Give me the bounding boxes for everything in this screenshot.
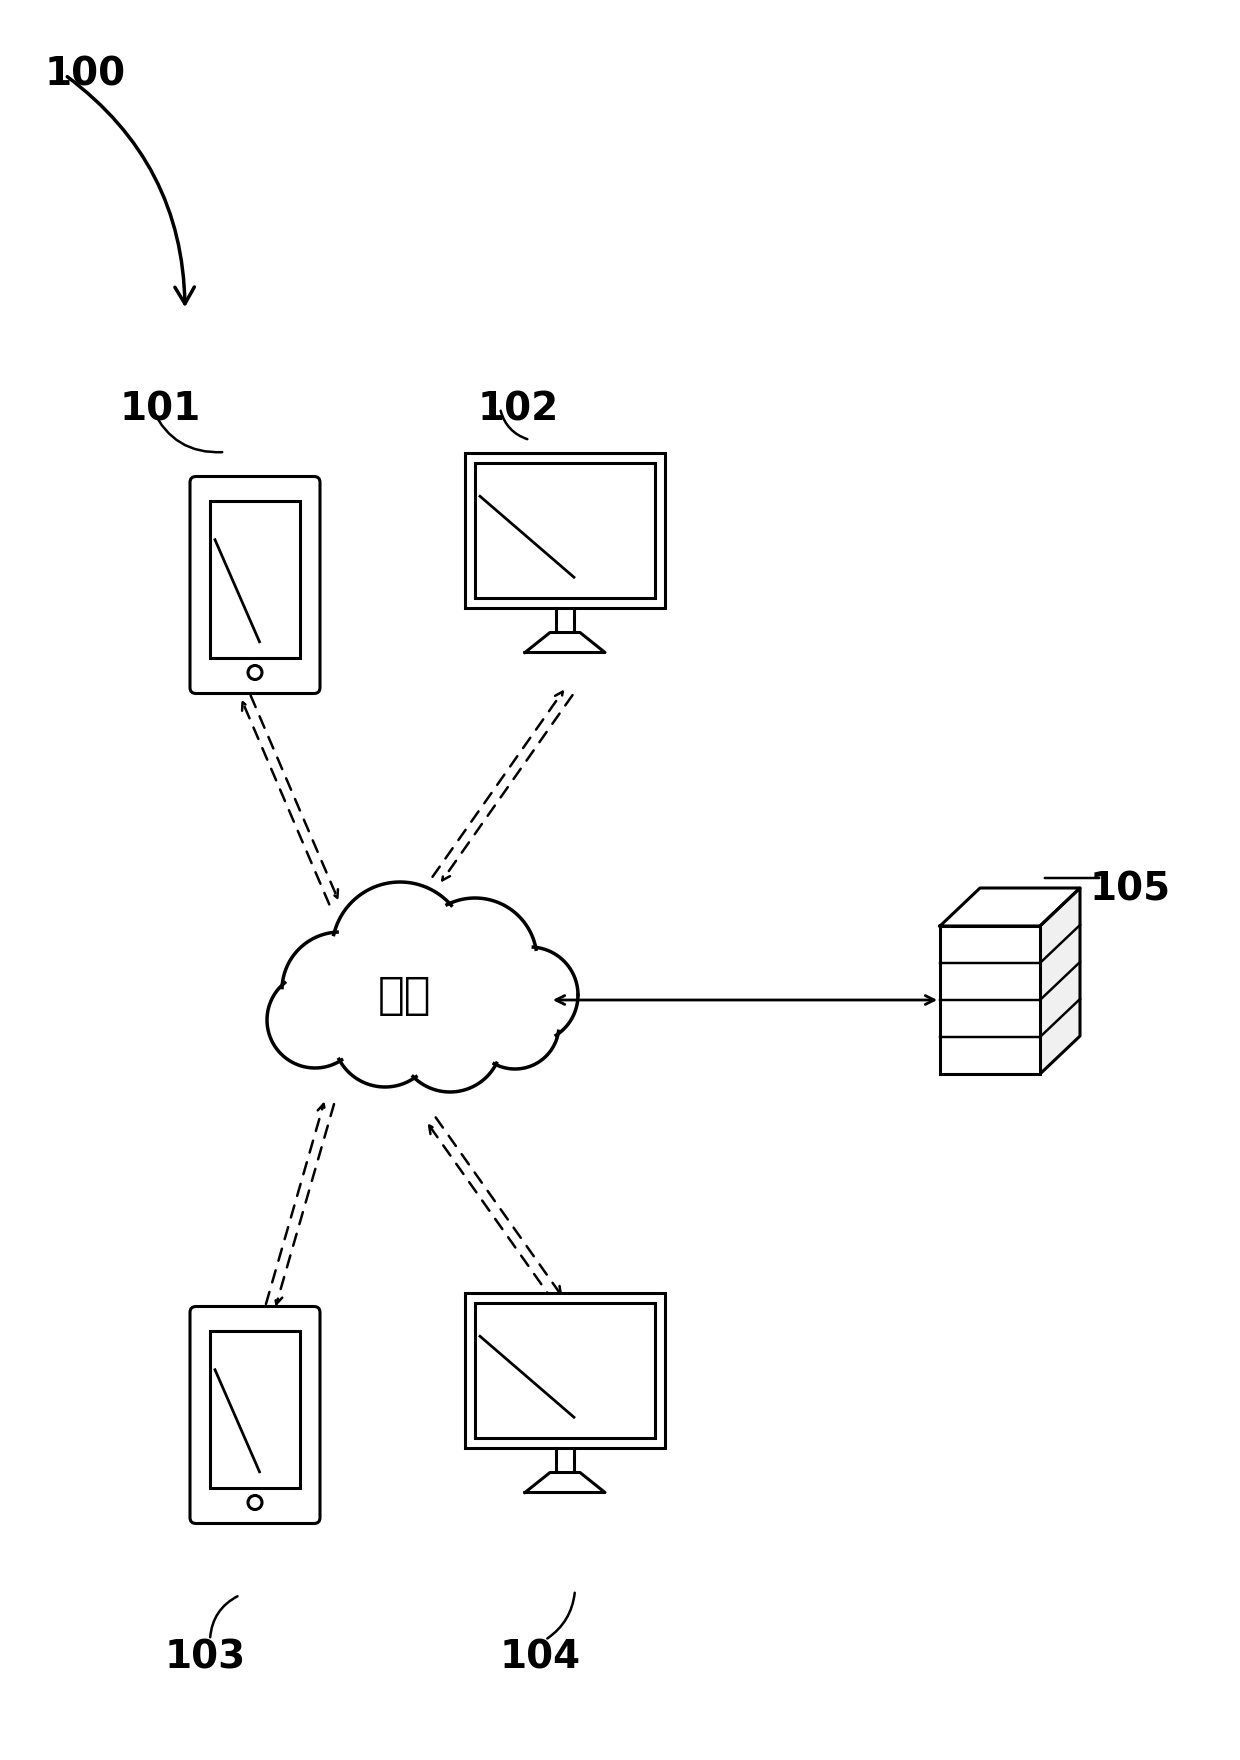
- FancyBboxPatch shape: [190, 477, 320, 693]
- FancyBboxPatch shape: [190, 1306, 320, 1524]
- Circle shape: [281, 933, 398, 1047]
- Bar: [475, 463, 655, 597]
- Circle shape: [482, 947, 578, 1044]
- Text: 103: 103: [165, 1639, 246, 1676]
- Circle shape: [471, 980, 559, 1068]
- Text: 104: 104: [500, 1639, 580, 1676]
- Text: 云端: 云端: [378, 973, 432, 1017]
- Bar: [465, 1292, 665, 1447]
- Bar: [940, 926, 1040, 1074]
- Circle shape: [267, 972, 363, 1068]
- Text: 105: 105: [1090, 869, 1171, 908]
- Circle shape: [334, 984, 436, 1088]
- Text: 102: 102: [477, 391, 559, 428]
- Circle shape: [332, 882, 467, 1017]
- Circle shape: [398, 987, 502, 1091]
- Circle shape: [248, 665, 262, 679]
- Circle shape: [248, 1496, 262, 1510]
- Bar: [465, 452, 665, 607]
- Bar: [210, 500, 300, 658]
- Polygon shape: [525, 632, 605, 653]
- Bar: [210, 1331, 300, 1487]
- Text: 100: 100: [45, 55, 126, 93]
- Text: 101: 101: [120, 391, 201, 428]
- FancyArrowPatch shape: [67, 77, 195, 304]
- Polygon shape: [525, 1473, 605, 1492]
- Polygon shape: [1040, 889, 1080, 1074]
- Polygon shape: [940, 889, 1080, 926]
- Circle shape: [413, 898, 537, 1023]
- Bar: [475, 1302, 655, 1438]
